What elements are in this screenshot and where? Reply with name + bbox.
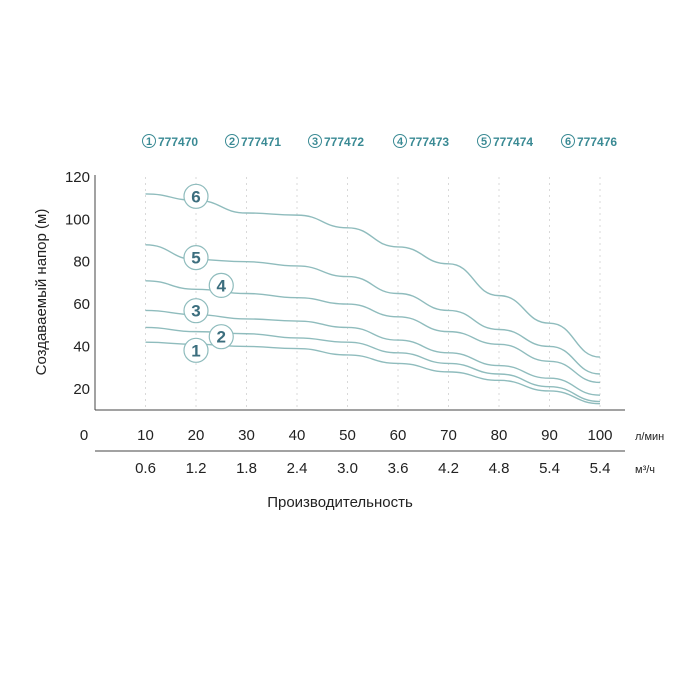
legend-circle xyxy=(225,134,239,148)
curve-label-2: 2 xyxy=(208,324,234,350)
curve-label-text: 4 xyxy=(217,276,227,295)
y-tick-label: 80 xyxy=(73,254,90,271)
x-tick-label-m3h: 5.4 xyxy=(590,460,611,477)
curve-label-circle xyxy=(208,324,234,350)
legend-circle xyxy=(308,134,322,148)
legend-item-1: 1 777470 xyxy=(142,134,198,149)
curve-label-4: 4 xyxy=(208,272,234,298)
x-unit-m3h: м³/ч xyxy=(635,464,655,476)
x-tick-label-lpm: 60 xyxy=(390,427,407,444)
x-tick-label-m3h: 2.4 xyxy=(287,460,308,477)
legend-code: 777471 xyxy=(241,135,281,149)
curve-line-1 xyxy=(145,341,601,405)
legend-number: 1 xyxy=(146,136,152,148)
y-tick-label: 100 xyxy=(65,211,90,228)
x-tick-label-m3h: 4.2 xyxy=(438,460,459,477)
x-tick-label-lpm: 50 xyxy=(339,427,356,444)
axes xyxy=(94,175,625,452)
legend-item-2: 2 777471 xyxy=(225,134,281,149)
legend-item-6: 6 777476 xyxy=(561,134,617,149)
x-tick-label-m3h: 3.0 xyxy=(337,460,358,477)
x-tick-label-lpm: 10 xyxy=(137,427,154,444)
x-tick-label-m3h: 3.6 xyxy=(388,460,409,477)
legend: 1 777470 2 777471 3 777472 4 777473 5 777474 6 7774… xyxy=(142,134,617,149)
x-tick-label-m3h: 1.8 xyxy=(236,460,257,477)
curve-label-text: 5 xyxy=(191,249,200,268)
x-tick-label-lpm: 70 xyxy=(440,427,457,444)
legend-code: 777476 xyxy=(577,135,617,149)
curve-line-5 xyxy=(145,244,601,375)
curve-label-circle xyxy=(183,183,209,209)
legend-item-5: 5 777474 xyxy=(477,134,533,149)
curve-label-circle xyxy=(183,245,209,271)
x-tick-label-lpm: 90 xyxy=(541,427,558,444)
legend-number: 6 xyxy=(565,136,571,148)
curve-line-6 xyxy=(145,193,601,358)
curve-label-text: 6 xyxy=(191,187,200,206)
x-unit-lpm: л/мин xyxy=(635,431,664,443)
legend-number: 3 xyxy=(312,136,318,148)
curve-label-text: 3 xyxy=(191,302,200,321)
legend-item-4: 4 777473 xyxy=(393,134,449,149)
curve-line-3 xyxy=(145,309,601,396)
legend-circle xyxy=(561,134,575,148)
legend-code: 777470 xyxy=(158,135,198,149)
legend-circle xyxy=(393,134,407,148)
curve-label-circle xyxy=(183,298,209,324)
y-tick-label: 40 xyxy=(73,338,90,355)
x-tick-label-lpm: 80 xyxy=(491,427,508,444)
x-tick-label-lpm: 30 xyxy=(238,427,255,444)
legend-code: 777472 xyxy=(324,135,364,149)
legend-circle xyxy=(477,134,491,148)
curve-label-1: 1 xyxy=(183,337,209,363)
legend-number: 2 xyxy=(229,136,235,148)
x-tick-label-lpm: 0 xyxy=(80,427,88,444)
x-tick-label-m3h: 5.4 xyxy=(539,460,560,477)
curve-label-circle xyxy=(208,272,234,298)
x-tick-label-m3h: 4.8 xyxy=(489,460,510,477)
x-tick-label-m3h: 1.2 xyxy=(186,460,207,477)
x-tick-label-m3h: 0.6 xyxy=(135,460,156,477)
legend-code: 777473 xyxy=(409,135,449,149)
curve-label-circle xyxy=(183,337,209,363)
x-tick-label-lpm: 20 xyxy=(188,427,205,444)
curve-label-6: 6 xyxy=(183,183,209,209)
legend-code: 777474 xyxy=(493,135,533,149)
curve-label-3: 3 xyxy=(183,298,209,324)
x-tick-labels: 0 10 20 30 40 50 60 70 80 90 100 0.6 1.2 1.8 2.4 3.0 3.6… xyxy=(80,427,613,477)
legend-number: 5 xyxy=(481,136,487,148)
legend-number: 4 xyxy=(397,136,404,148)
curve-label-5: 5 xyxy=(183,245,209,271)
y-tick-label: 120 xyxy=(65,169,90,186)
y-axis-label: Создаваемый напор (м) xyxy=(33,209,50,376)
x-tick-label-lpm: 100 xyxy=(587,427,612,444)
curve-label-text: 1 xyxy=(191,341,200,360)
curve-label-text: 2 xyxy=(217,328,226,347)
y-tick-label: 20 xyxy=(73,381,90,398)
x-axis-label: Производительность xyxy=(267,494,413,511)
y-tick-label: 60 xyxy=(73,296,90,313)
legend-circle xyxy=(142,134,156,148)
y-tick-labels: 20 40 60 80 100 120 xyxy=(65,169,90,398)
legend-item-3: 3 777472 xyxy=(308,134,364,149)
x-tick-label-lpm: 40 xyxy=(289,427,306,444)
